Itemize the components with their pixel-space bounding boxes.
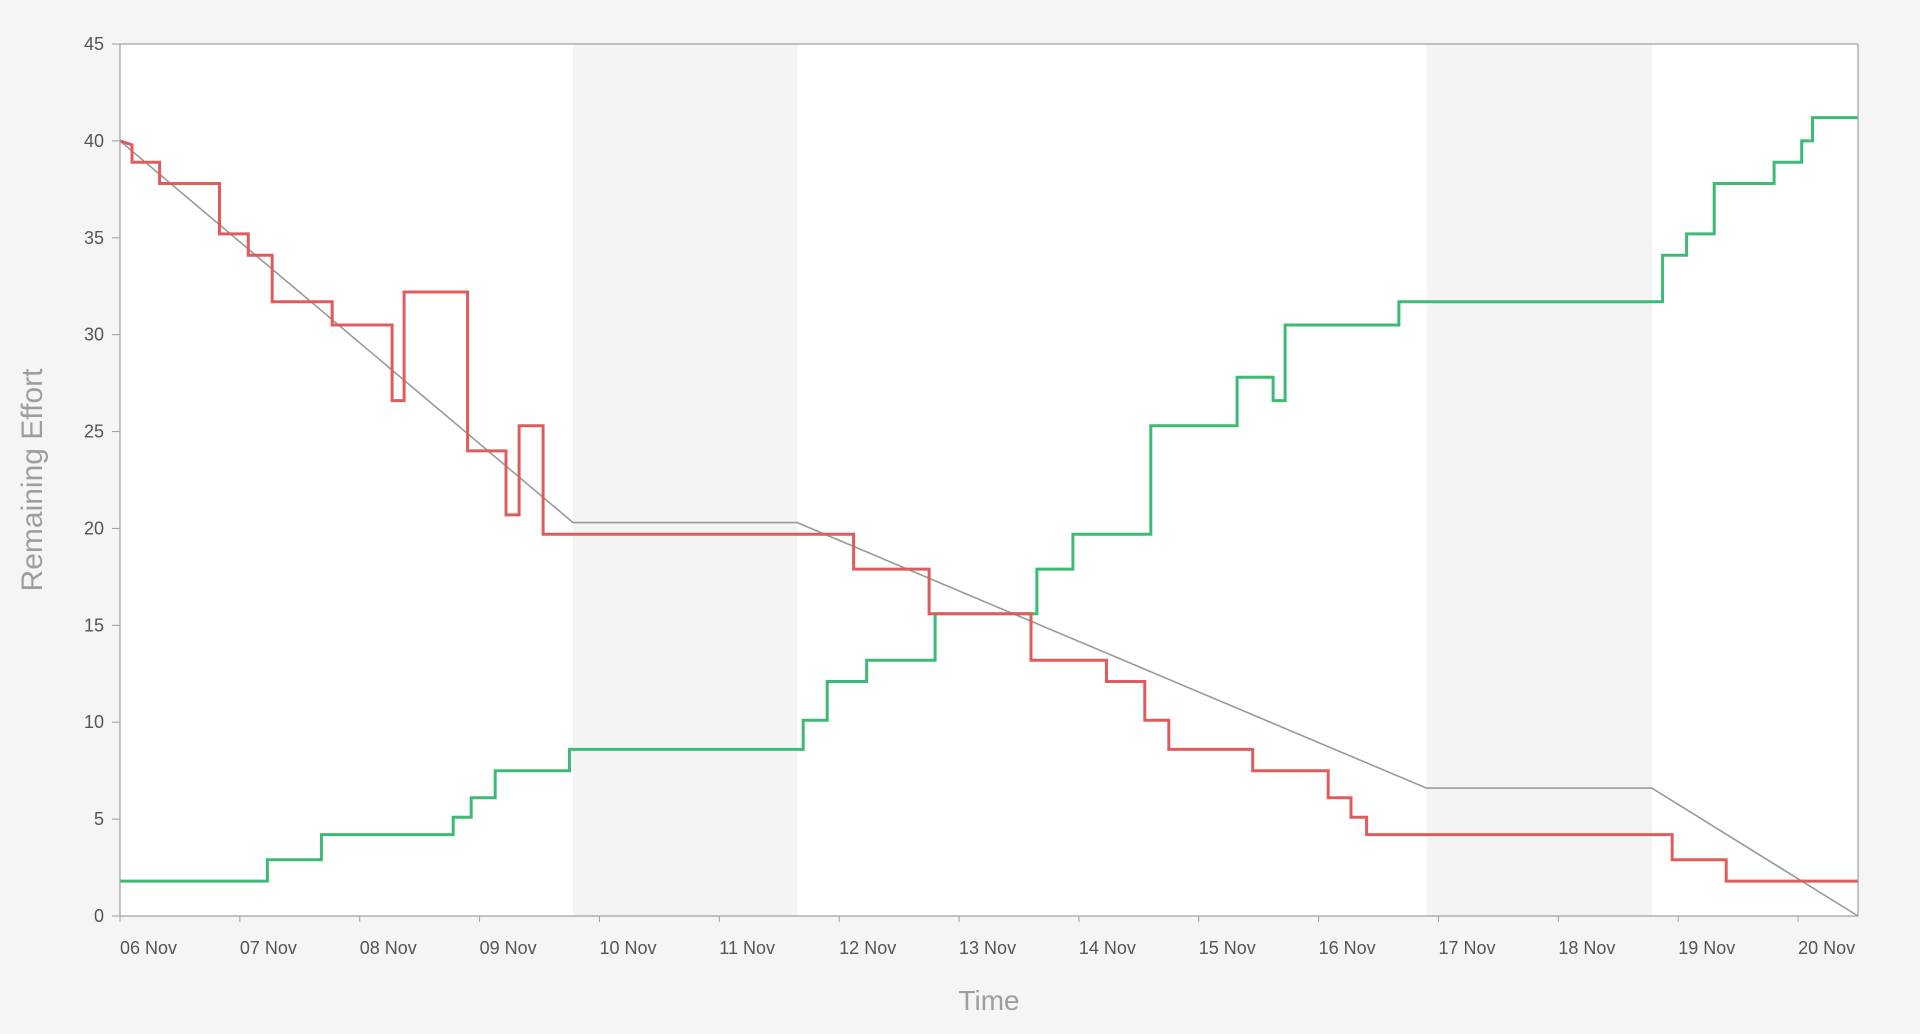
x-tick-label: 10 Nov bbox=[599, 938, 656, 958]
y-tick-label: 25 bbox=[84, 422, 104, 442]
x-axis-ticks: 06 Nov 07 Nov 08 Nov 09 Nov 10 Nov 11 Nov 12 N… bbox=[119, 916, 1855, 958]
x-axis-title: Time bbox=[958, 985, 1019, 1016]
x-tick-label: 13 Nov bbox=[959, 938, 1016, 958]
y-tick-label: 40 bbox=[84, 131, 104, 151]
x-tick-label: 06 Nov bbox=[120, 938, 177, 958]
y-axis-title: Remaining Effort bbox=[16, 368, 49, 592]
remaining-series-line bbox=[119, 139, 1858, 883]
x-tick-label: 12 Nov bbox=[839, 938, 896, 958]
x-tick-label: 09 Nov bbox=[480, 938, 537, 958]
non-working-shading bbox=[120, 44, 1858, 916]
x-tick-label: 14 Nov bbox=[1079, 938, 1136, 958]
x-tick-label: 11 Nov bbox=[719, 938, 775, 958]
plot-frame bbox=[119, 43, 1859, 917]
y-tick-label: 0 bbox=[94, 906, 104, 926]
y-tick-label: 35 bbox=[84, 228, 104, 248]
x-tick-label: 07 Nov bbox=[240, 938, 297, 958]
series-layer bbox=[119, 116, 1859, 917]
y-tick-label: 20 bbox=[84, 518, 104, 538]
y-tick-label: 45 bbox=[84, 34, 104, 54]
y-tick-label: 5 bbox=[94, 809, 104, 829]
y-tick-label: 15 bbox=[84, 615, 104, 635]
x-tick-label: 19 Nov bbox=[1678, 938, 1735, 958]
x-tick-label: 16 Nov bbox=[1319, 938, 1376, 958]
x-tick-label: 17 Nov bbox=[1438, 938, 1495, 958]
ideal-series-line bbox=[119, 140, 1859, 917]
y-tick-label: 30 bbox=[84, 325, 104, 345]
non-working-band-1 bbox=[573, 44, 798, 916]
x-tick-label: 20 Nov bbox=[1798, 938, 1855, 958]
x-tick-label: 08 Nov bbox=[360, 938, 417, 958]
x-tick-label: 18 Nov bbox=[1558, 938, 1615, 958]
x-tick-label: 15 Nov bbox=[1199, 938, 1256, 958]
y-tick-label: 10 bbox=[84, 712, 104, 732]
completed-series-line bbox=[120, 116, 1858, 883]
y-axis-ticks: 0 5 10 15 20 25 30 35 40 45 bbox=[84, 34, 120, 926]
non-working-band-2 bbox=[1426, 44, 1652, 916]
